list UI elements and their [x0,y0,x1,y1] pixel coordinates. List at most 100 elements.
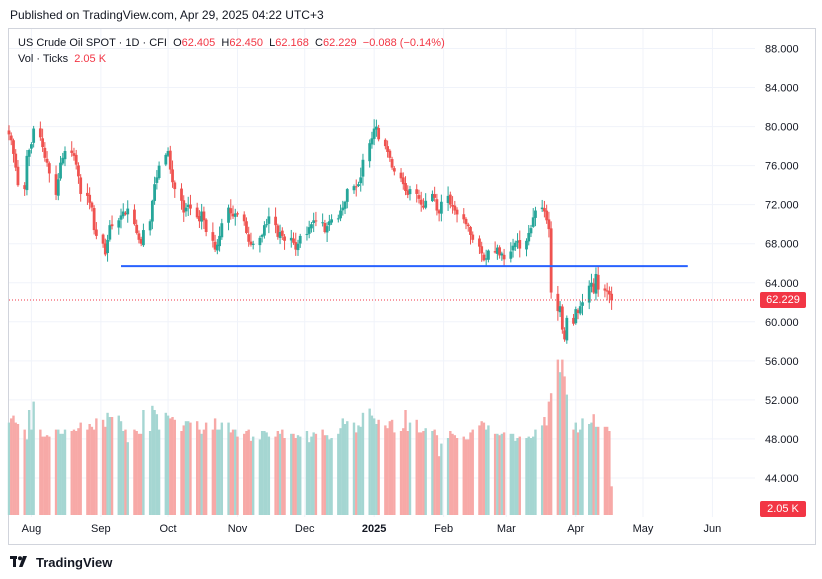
candle-body[interactable] [547,219,551,230]
candle-body[interactable] [310,224,313,229]
candle-body[interactable] [218,235,221,247]
candle-body[interactable] [251,243,255,245]
candle-body[interactable] [509,251,513,259]
candle-body[interactable] [388,150,392,158]
candle-body[interactable] [605,290,609,292]
candle-body[interactable] [168,150,172,170]
candle-body[interactable] [370,138,374,145]
candle-body[interactable] [148,221,152,231]
candle-body[interactable] [451,205,454,207]
candle-body[interactable] [576,310,580,314]
candle-body[interactable] [439,201,443,214]
candle-body[interactable] [352,186,356,191]
candle-body[interactable] [594,273,598,294]
candle-body[interactable] [90,202,94,208]
candle-body[interactable] [610,293,614,301]
candle-body[interactable] [545,210,549,221]
candle-body[interactable] [289,237,293,241]
candle-body[interactable] [534,210,537,218]
candle-body[interactable] [531,217,535,227]
candle-body[interactable] [153,184,157,201]
candle-body[interactable] [312,220,316,223]
candle-body[interactable] [195,207,199,218]
candle-body[interactable] [341,207,345,211]
candle-body[interactable] [336,218,340,220]
candle-body[interactable] [305,233,309,235]
candle-body[interactable] [274,216,277,226]
candle-body[interactable] [247,234,251,242]
candle-body[interactable] [462,214,466,220]
candle-body[interactable] [92,208,96,231]
candle-body[interactable] [549,228,553,293]
candle-body[interactable] [543,208,546,212]
candle-body[interactable] [495,247,499,254]
candle-body[interactable] [30,144,33,149]
candle-body[interactable] [563,330,566,340]
candle-body[interactable] [110,224,114,227]
candle-body[interactable] [70,150,74,153]
candle-body[interactable] [565,317,569,341]
candle-body[interactable] [79,177,83,194]
candle-body[interactable] [558,306,562,313]
candle-body[interactable] [16,166,20,186]
footer-brand[interactable]: TradingView [10,553,112,571]
candle-body[interactable] [357,184,360,187]
candle-body[interactable] [383,139,387,147]
candle-body[interactable] [14,153,18,168]
candle-body[interactable] [213,241,217,250]
candle-body[interactable] [478,238,481,247]
candle-body[interactable] [359,177,363,184]
candle-body[interactable] [164,154,168,165]
candle-body[interactable] [184,207,188,212]
candle-body[interactable] [12,140,15,154]
candle-body[interactable] [527,232,531,242]
candle-body[interactable] [466,224,470,227]
symbol-label[interactable]: US Crude Oil SPOT · 1D · CFI [18,37,167,49]
candle-body[interactable] [455,209,459,215]
candle-body[interactable] [126,208,130,215]
candle-body[interactable] [72,153,76,156]
candle-body[interactable] [592,283,596,293]
candle-body[interactable] [314,220,318,222]
candle-body[interactable] [372,128,376,139]
candle-body[interactable] [446,195,450,203]
candle-body[interactable] [61,157,65,164]
candle-body[interactable] [323,222,327,233]
candle-body[interactable] [117,220,121,228]
candle-body[interactable] [150,200,154,222]
candle-body[interactable] [94,229,98,236]
candle-body[interactable] [155,177,159,183]
candle-body[interactable] [590,282,593,287]
candle-body[interactable] [220,223,224,238]
candle-body[interactable] [121,211,125,217]
candle-body[interactable] [262,225,266,236]
candle-body[interactable] [32,128,36,143]
candle-body[interactable] [233,213,237,217]
candle-body[interactable] [106,239,109,254]
candle-body[interactable] [431,193,434,202]
candle-body[interactable] [578,306,582,314]
candle-body[interactable] [480,246,484,254]
candle-body[interactable] [278,232,282,238]
candle-body[interactable] [392,168,396,172]
candle-body[interactable] [469,226,472,235]
candle-body[interactable] [227,207,230,223]
candle-body[interactable] [236,213,239,215]
candle-body[interactable] [417,195,421,199]
candle-body[interactable] [229,208,233,214]
candle-body[interactable] [77,165,80,177]
candle-body[interactable] [280,230,284,236]
candle-body[interactable] [182,200,186,213]
candle-body[interactable] [556,293,560,312]
candle-body[interactable] [124,212,127,215]
candle-body[interactable] [464,218,468,225]
candle-body[interactable] [361,159,365,177]
candle-body[interactable] [419,199,423,205]
candle-body[interactable] [354,186,358,188]
candle-body[interactable] [529,228,533,234]
candle-body[interactable] [283,236,286,241]
candle-body[interactable] [59,162,62,179]
candle-body[interactable] [307,227,311,234]
candle-body[interactable] [518,239,522,249]
